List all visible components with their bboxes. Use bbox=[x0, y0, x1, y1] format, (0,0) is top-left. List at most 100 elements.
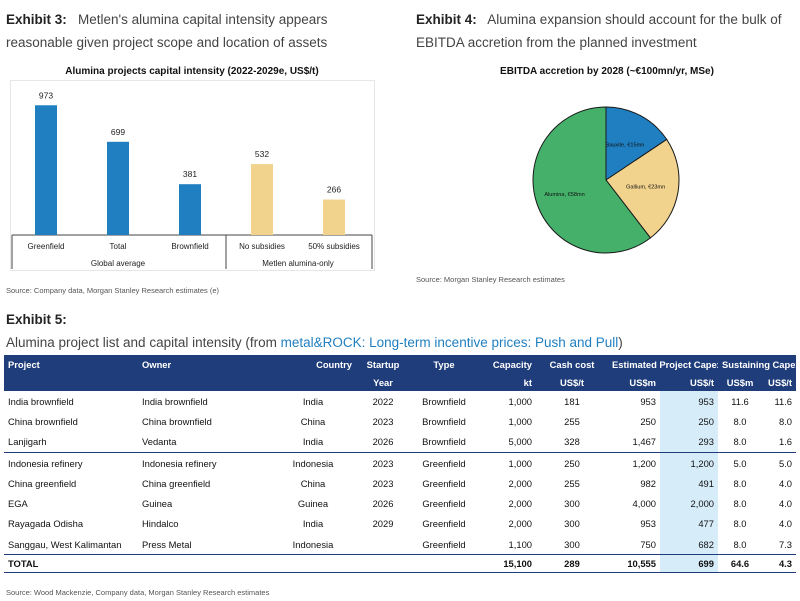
table-cell: Hindalco bbox=[142, 518, 179, 530]
table-cell: 2,000 bbox=[660, 493, 718, 514]
table-cell: 8.0 bbox=[778, 415, 793, 427]
pie-slice-label: Bauxite, €15mn bbox=[605, 143, 644, 149]
exhibit3-source: Source: Company data, Morgan Stanley Res… bbox=[6, 286, 220, 295]
table-cell: 2023 bbox=[372, 477, 394, 489]
x-tick-label: Total bbox=[110, 242, 127, 251]
table-cell: India brownfield bbox=[8, 395, 74, 407]
table-cell: 5.0 bbox=[718, 451, 762, 474]
table-cell: 4.0 bbox=[778, 477, 793, 489]
column-subheader bbox=[138, 373, 270, 391]
table-cell: 4,000 bbox=[632, 498, 656, 510]
table-row: China greenfield China greenfield China 202… bbox=[4, 473, 796, 494]
exhibit4-source: Source: Morgan Stanley Research estimate… bbox=[416, 275, 565, 284]
table-cell: China bbox=[300, 415, 326, 427]
table-cell: 2026 bbox=[372, 436, 394, 448]
table-cell: 2023 bbox=[356, 451, 410, 474]
column-subheader bbox=[270, 373, 356, 391]
table-cell bbox=[356, 554, 410, 574]
bar-value-label: 973 bbox=[39, 90, 53, 100]
table-cell: 5.0 bbox=[762, 451, 797, 474]
table-cell: 8.0 bbox=[733, 415, 747, 427]
bar-no-subsidies bbox=[251, 164, 273, 235]
table-cell: India bbox=[302, 518, 324, 530]
table-cell: Indonesia refinery bbox=[4, 451, 138, 474]
group-label: Metlen alumina-only bbox=[262, 259, 334, 268]
exhibit4-title-line2: EBITDA accretion from the planned invest… bbox=[416, 35, 697, 50]
column-header: Sustaining Capex bbox=[718, 355, 797, 373]
bar-50-subsidies bbox=[323, 199, 345, 235]
table-cell: Brownfield bbox=[422, 415, 466, 427]
table-cell bbox=[138, 554, 270, 574]
table-cell: 250 bbox=[536, 451, 608, 474]
table-header-row-2: Year kt US$/t US$m US$/t US$m US$/t bbox=[4, 373, 797, 391]
pie-slice-gallium bbox=[605, 138, 680, 239]
table-cell: 2,000 bbox=[508, 518, 532, 530]
table-cell: 2022 bbox=[372, 395, 394, 407]
table-row: Indonesia refinery Indonesia refinery Indo… bbox=[4, 451, 797, 474]
table-cell: Press Metal bbox=[142, 538, 192, 550]
table-cell: 293 bbox=[660, 431, 718, 453]
table-cell: 1,000 bbox=[478, 451, 536, 474]
table-cell: 5,000 bbox=[508, 436, 532, 448]
table-row: Sanggau, West Kalimantan Press Metal Indon… bbox=[4, 534, 796, 555]
table-cell: 7.3 bbox=[778, 538, 793, 550]
table-cell: Greenfield bbox=[422, 538, 466, 550]
column-subheader: kt bbox=[478, 373, 536, 391]
table-cell: 328 bbox=[564, 436, 580, 448]
table-cell: India bbox=[302, 395, 324, 407]
exhibit4-title-line1: Alumina expansion should account for the… bbox=[487, 12, 782, 27]
bar-greenfield bbox=[35, 105, 57, 235]
table-cell: 1,200 bbox=[608, 451, 660, 474]
table-cell: Guinea bbox=[142, 498, 173, 510]
table-cell: Greenfield bbox=[410, 451, 478, 474]
x-tick-label: Greenfield bbox=[28, 242, 65, 251]
exhibit5-label: Exhibit 5: bbox=[6, 312, 67, 327]
exhibit5-title-link[interactable]: metal&ROCK: Long-term incentive prices: … bbox=[280, 335, 619, 350]
table-cell: 2,000 bbox=[508, 498, 532, 510]
table-cell bbox=[410, 554, 478, 574]
table-cell: 2023 bbox=[372, 415, 394, 427]
table-cell: 64.6 bbox=[718, 554, 762, 574]
exhibit5-title: Exhibit 5: Alumina project list and capi… bbox=[6, 308, 796, 354]
table-cell: 1.6 bbox=[778, 436, 793, 448]
table-cell: China brownfield bbox=[142, 415, 212, 427]
column-subheader: Year bbox=[356, 373, 410, 391]
table-cell: 699 bbox=[660, 554, 718, 574]
bar-value-label: 266 bbox=[327, 185, 341, 195]
table-row: Lanjigarh Vedanta India 2026 Brownfield 5,000… bbox=[4, 431, 796, 453]
table-cell: 4.0 bbox=[778, 518, 793, 530]
exhibit5-title-suffix: ) bbox=[618, 335, 623, 350]
column-header: Estimated Project Capex bbox=[608, 355, 718, 373]
table-cell: Guinea bbox=[297, 498, 329, 510]
bar-brownfield bbox=[179, 184, 201, 235]
pie-chart-title: EBITDA accretion by 2028 (~€100mn/yr, MS… bbox=[500, 66, 714, 77]
table-cell: 255 bbox=[564, 415, 580, 427]
table-cell: 953 bbox=[660, 391, 718, 412]
table-cell: 10,555 bbox=[608, 554, 660, 574]
table-cell: 8.0 bbox=[733, 498, 747, 510]
bar-total bbox=[107, 141, 129, 235]
column-subheader bbox=[4, 373, 138, 391]
table-cell: 2029 bbox=[372, 518, 394, 530]
chart-frame bbox=[10, 80, 375, 271]
exhibit5-source: Source: Wood Mackenzie, Company data, Mo… bbox=[6, 588, 270, 597]
column-subheader: US$m bbox=[608, 373, 660, 391]
table-cell: 15,100 bbox=[478, 554, 536, 574]
pie-slice-label: Alumina, €58mn bbox=[544, 192, 584, 198]
table-cell: 1,100 bbox=[508, 538, 532, 550]
table-cell: 8.0 bbox=[733, 436, 747, 448]
table-cell: Brownfield bbox=[422, 436, 466, 448]
table-cell: China bbox=[300, 477, 326, 489]
table-cell: Indonesia refinery bbox=[138, 451, 270, 474]
bar-value-label: 699 bbox=[111, 127, 125, 137]
bar-chart-title: Alumina projects capital intensity (2022… bbox=[65, 66, 319, 77]
exhibit3-title: Exhibit 3: Metlen's alumina capital inte… bbox=[6, 8, 401, 54]
table-row: EGA Guinea Guinea 2026 Greenfield 2,000 300 4,0… bbox=[4, 493, 796, 514]
bar-chart: 973 Greenfield 699 Total 381 Brownfield 532 No … bbox=[10, 80, 375, 271]
table-cell: 4.3 bbox=[762, 554, 797, 574]
column-header: Owner bbox=[138, 355, 270, 373]
table-cell: 289 bbox=[536, 554, 608, 574]
bar-value-label: 381 bbox=[183, 169, 197, 179]
table-cell: 682 bbox=[660, 534, 718, 555]
table-cell: 1,000 bbox=[508, 395, 532, 407]
